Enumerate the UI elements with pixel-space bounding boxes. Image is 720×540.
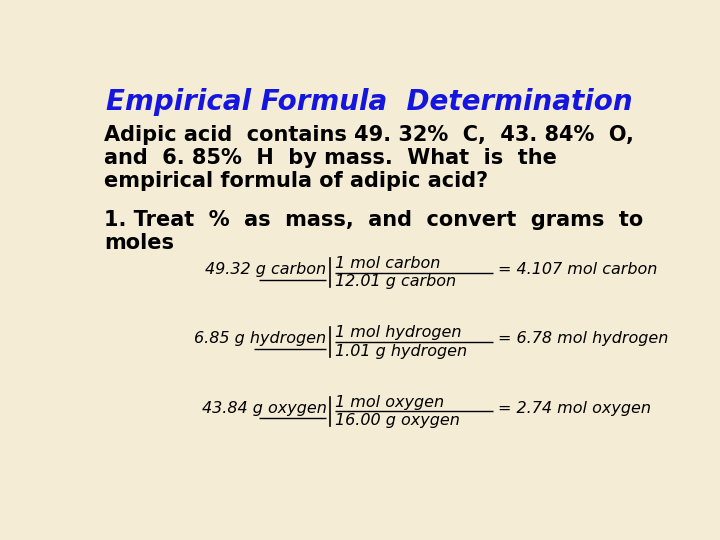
Text: 1 mol carbon: 1 mol carbon xyxy=(335,256,440,271)
Text: moles: moles xyxy=(104,233,174,253)
Text: 49.32 g carbon: 49.32 g carbon xyxy=(205,262,326,277)
Text: Adipic acid  contains 49. 32%  C,  43. 84%  O,: Adipic acid contains 49. 32% C, 43. 84% … xyxy=(104,125,634,145)
Text: 12.01 g carbon: 12.01 g carbon xyxy=(335,274,456,289)
Text: 1 mol oxygen: 1 mol oxygen xyxy=(335,395,444,409)
Text: 16.00 g oxygen: 16.00 g oxygen xyxy=(335,413,460,428)
Text: 43.84 g oxygen: 43.84 g oxygen xyxy=(202,401,326,416)
Text: 1. Treat  %  as  mass,  and  convert  grams  to: 1. Treat % as mass, and convert grams to xyxy=(104,210,643,230)
Text: 6.85 g hydrogen: 6.85 g hydrogen xyxy=(194,332,326,347)
Text: 1.01 g hydrogen: 1.01 g hydrogen xyxy=(335,344,467,359)
Text: = 6.78 mol hydrogen: = 6.78 mol hydrogen xyxy=(498,332,668,347)
Text: = 2.74 mol oxygen: = 2.74 mol oxygen xyxy=(498,401,651,416)
Text: = 4.107 mol carbon: = 4.107 mol carbon xyxy=(498,262,657,277)
Text: Empirical Formula  Determination: Empirical Formula Determination xyxy=(106,88,632,116)
Text: 1 mol hydrogen: 1 mol hydrogen xyxy=(335,325,462,340)
Text: empirical formula of adipic acid?: empirical formula of adipic acid? xyxy=(104,171,488,191)
Text: and  6. 85%  H  by mass.  What  is  the: and 6. 85% H by mass. What is the xyxy=(104,148,557,168)
